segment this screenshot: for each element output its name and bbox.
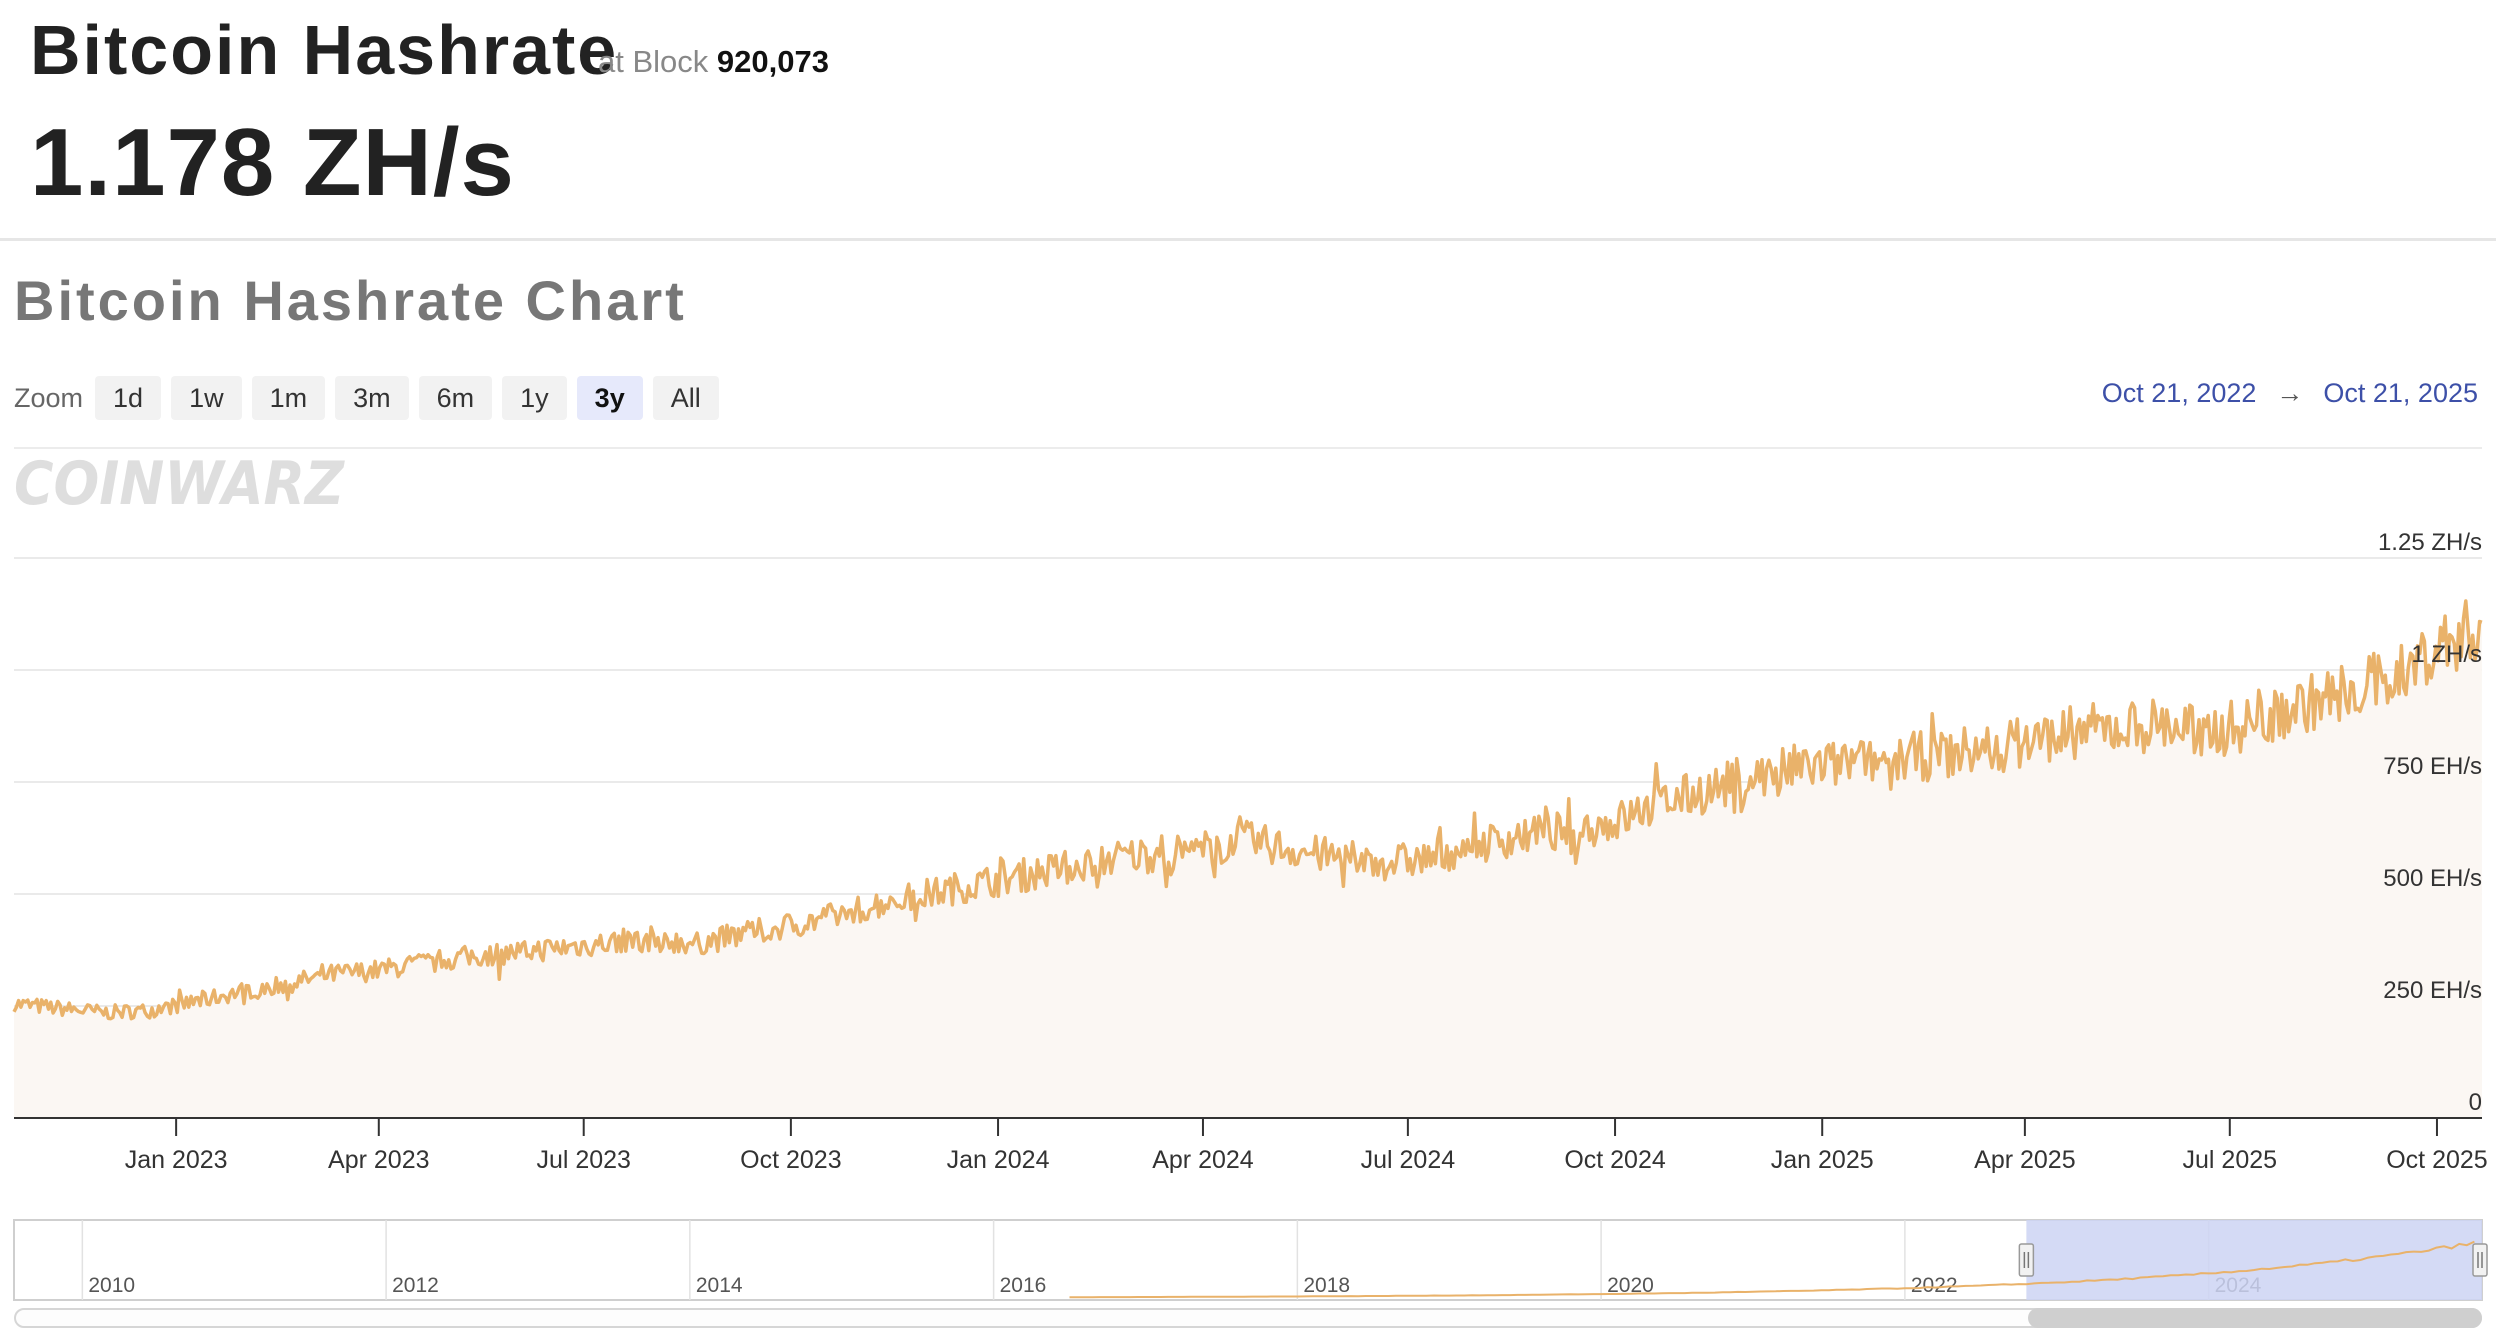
page-title: Bitcoin Hashrate [30, 10, 618, 90]
zoom-3y-button[interactable]: 3y [576, 376, 643, 420]
hashrate-area [14, 601, 2482, 1118]
date-range-to[interactable]: Oct 21, 2025 [2323, 378, 2478, 408]
date-range: Oct 21, 2022 → Oct 21, 2025 [2102, 378, 2478, 409]
navigator-series [1069, 1240, 2475, 1299]
navigator-handle-right[interactable] [2472, 1243, 2488, 1277]
navigator-tick-label: 2022 [1911, 1274, 1958, 1297]
chart-title: Bitcoin Hashrate Chart [14, 269, 687, 332]
navigator-tick-label: 2016 [1000, 1274, 1047, 1297]
scrollbar-thumb[interactable] [2028, 1308, 2482, 1328]
x-tick-label: Oct 2025 [2386, 1146, 2487, 1174]
y-tick-label: 500 EH/s [2383, 865, 2482, 892]
block-info: at Block 920,073 [598, 44, 829, 80]
header: Bitcoin Hashrate at Block 920,073 1.178 … [0, 0, 2496, 241]
zoom-3m-button[interactable]: 3m [335, 376, 409, 420]
y-tick-label: 1.25 ZH/s [2378, 529, 2482, 556]
navigator-selection[interactable] [2026, 1220, 2482, 1300]
watermark-text: COINWARZ [14, 450, 345, 514]
navigator-tick-label: 2020 [1607, 1274, 1654, 1297]
hashrate-chart[interactable]: 0 250 EH/s 500 EH/s 750 EH/s 1 ZH/s 1.25 ZH/s… [0, 450, 2496, 1310]
navigator-tick-label: 2010 [88, 1274, 135, 1297]
date-range-from[interactable]: Oct 21, 2022 [2101, 378, 2257, 408]
zoom-1w-button[interactable]: 1w [171, 376, 242, 420]
watermark-logo: COINWARZ [14, 450, 345, 514]
x-tick-label: Jan 2023 [125, 1146, 228, 1174]
zoom-controls: Zoom 1d 1w 1m 3m 6m 1y 3y All [14, 376, 729, 420]
navigator[interactable]: 20102012201420162018202020222024 [13, 1219, 2488, 1301]
y-tick-label: 1 ZH/s [2411, 641, 2482, 668]
navigator-tick-label: 2012 [392, 1274, 439, 1297]
block-prefix: at Block [598, 44, 709, 79]
block-number: 920,073 [716, 44, 829, 79]
zoom-1d-button[interactable]: 1d [95, 376, 162, 420]
x-tick-label: Oct 2023 [740, 1146, 841, 1174]
y-tick-label: 250 EH/s [2383, 977, 2482, 1004]
y-tick-label: 0 [2469, 1089, 2482, 1116]
navigator-tick-label: 2014 [696, 1274, 743, 1297]
y-tick-label: 750 EH/s [2383, 753, 2482, 780]
zoom-1m-button[interactable]: 1m [251, 376, 326, 420]
hashrate-line[interactable] [12, 599, 2483, 1021]
zoom-6m-button[interactable]: 6m [418, 376, 493, 420]
x-tick-label: Apr 2023 [328, 1146, 429, 1174]
x-tick-label: Jul 2024 [1361, 1146, 1456, 1174]
current-hashrate: 1.178 ZH/s [30, 109, 515, 216]
zoom-1y-button[interactable]: 1y [502, 376, 567, 420]
zoom-all-button[interactable]: All [652, 376, 719, 420]
arrow-right-icon: → [2276, 378, 2304, 408]
zoom-label: Zoom [14, 382, 84, 413]
navigator-handle-left[interactable] [2018, 1243, 2035, 1277]
x-tick-label: Apr 2024 [1152, 1146, 1254, 1174]
x-axis: Jan 2023 Apr 2023 Jul 2023 Oct 2023 Jan 2024… [125, 1118, 2488, 1174]
y-axis: 0 250 EH/s 500 EH/s 750 EH/s 1 ZH/s 1.25 ZH/s [2378, 529, 2482, 1116]
x-tick-label: Jul 2025 [2183, 1146, 2278, 1174]
page-title-text: Bitcoin Hashrate [30, 11, 619, 89]
x-tick-label: Jan 2025 [1771, 1146, 1874, 1174]
x-tick-label: Jan 2024 [947, 1146, 1050, 1174]
x-tick-label: Apr 2025 [1974, 1146, 2075, 1174]
x-tick-label: Oct 2024 [1564, 1146, 1666, 1174]
navigator-tick-label: 2018 [1303, 1274, 1350, 1297]
x-tick-label: Jul 2023 [536, 1146, 631, 1174]
divider [14, 447, 2482, 449]
